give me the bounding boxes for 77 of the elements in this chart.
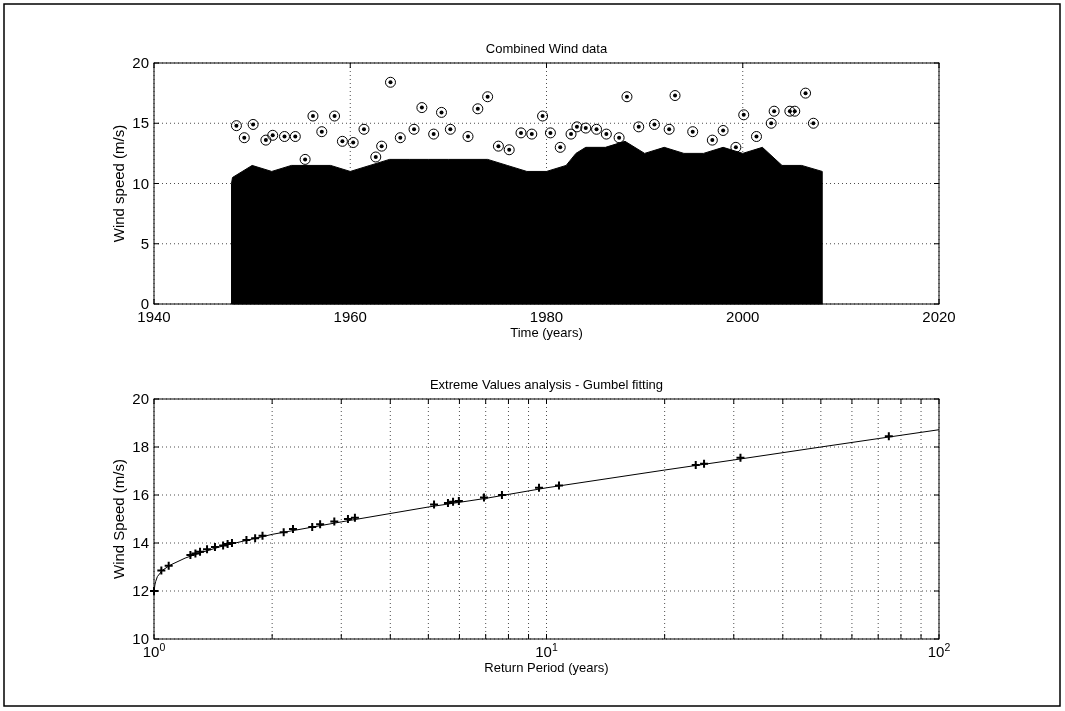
point (807, 117, 819, 129)
point (347, 137, 359, 149)
point (260, 134, 272, 146)
point (784, 105, 796, 117)
point (247, 118, 259, 130)
point (544, 127, 556, 139)
point (800, 87, 812, 99)
point (472, 103, 484, 115)
x-tick-label: 1980 (529, 308, 564, 325)
y-tick-label: 20 (132, 390, 149, 407)
point (537, 110, 549, 122)
point (462, 131, 474, 143)
point (307, 110, 319, 122)
point (416, 102, 428, 114)
point (580, 122, 592, 134)
point (648, 118, 660, 130)
point (613, 132, 625, 144)
x-axis-title: Time (years) (510, 325, 583, 340)
point (394, 132, 406, 144)
point (384, 76, 396, 88)
chart-title: Extreme Values analysis - Gumbel fitting (429, 377, 664, 392)
point (299, 153, 311, 165)
point (503, 144, 515, 156)
x-tick-label: 1960 (333, 308, 367, 325)
y-tick-label: 14 (132, 534, 149, 551)
point (238, 132, 250, 144)
point (444, 123, 456, 135)
point (329, 110, 341, 122)
point (765, 117, 777, 129)
point (408, 123, 420, 135)
point (621, 91, 633, 103)
point (230, 120, 242, 132)
y-tick-label: 16 (132, 486, 149, 503)
point (571, 121, 583, 133)
point (289, 131, 301, 143)
y-tick-label: 5 (140, 234, 149, 252)
y-tick-label: 18 (132, 438, 149, 455)
point (768, 105, 780, 117)
point (750, 131, 762, 143)
x-axis-title: Return Period (years) (484, 660, 609, 675)
point (669, 90, 681, 102)
x-tick-label: 10$^{1}$ (535, 641, 558, 660)
x-tick-label: 10$^{2}$ (927, 641, 951, 660)
point (730, 141, 742, 153)
point (633, 121, 645, 133)
point (600, 128, 612, 140)
y-tick-label: 10 (132, 174, 149, 192)
point (789, 105, 801, 117)
point (717, 124, 729, 136)
point (376, 140, 388, 152)
point (370, 151, 382, 163)
point (358, 123, 370, 135)
point (336, 135, 348, 147)
point (565, 128, 577, 140)
x-tick-label: 2000 (726, 308, 760, 325)
point (738, 109, 750, 121)
y-tick-label: 12 (132, 582, 149, 599)
point (316, 126, 328, 138)
point (267, 129, 279, 141)
y-tick-label: 15 (132, 114, 149, 132)
y-axis-title: Wind speed (m/s) (110, 124, 127, 243)
point (554, 141, 566, 153)
point (436, 106, 448, 118)
point (492, 140, 504, 152)
x-tick-label: 2020 (922, 308, 956, 325)
point (526, 128, 538, 140)
chart-title: Combined Wind data (485, 41, 608, 56)
point (687, 126, 699, 138)
y-axis-title: Wind Speed (m/s) (110, 458, 127, 580)
point (515, 127, 527, 139)
point (428, 128, 440, 140)
point (663, 123, 675, 135)
point (482, 91, 494, 103)
y-tick-label: 20 (132, 54, 149, 71)
point (279, 131, 291, 143)
point (591, 123, 603, 135)
point (706, 134, 718, 146)
